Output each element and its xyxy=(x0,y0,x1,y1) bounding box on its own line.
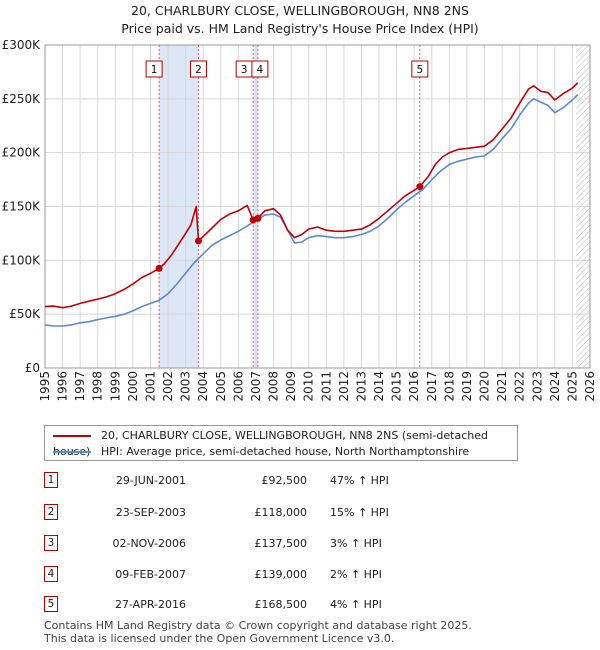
legend-swatch-hpi xyxy=(53,451,91,453)
sale-number-badge: 1 xyxy=(44,472,58,488)
sale-number-badge: 3 xyxy=(44,535,58,551)
x-tick-label: 2006 xyxy=(231,371,245,402)
x-tick-label: 2005 xyxy=(214,371,228,402)
hpi-series-line xyxy=(44,93,579,327)
x-tick-label: 2014 xyxy=(372,371,386,402)
y-tick-label: £150K xyxy=(2,200,42,214)
sale-label-text: 1 xyxy=(151,64,158,76)
y-tick-label: £50K xyxy=(9,307,41,321)
chart-subtitle: Price paid vs. HM Land Registry's House … xyxy=(121,21,479,36)
sale-hpi-change: 2% ↑ HPI xyxy=(330,568,382,581)
sale-price: £92,500 xyxy=(261,474,308,487)
sale-price: £139,000 xyxy=(254,568,308,581)
chart-legend: 20, CHARLBURY CLOSE, WELLINGBOROUGH, NN8… xyxy=(44,425,518,461)
sale-label-box xyxy=(145,60,163,78)
x-tick-label: 2008 xyxy=(267,371,281,402)
sale-price: £118,000 xyxy=(254,506,308,519)
legend-item-hpi: HPI: Average price, semi-detached house,… xyxy=(53,444,469,460)
sale-label-text: 5 xyxy=(416,64,423,76)
legend-label-hpi: HPI: Average price, semi-detached house,… xyxy=(101,445,470,458)
sale-row: 2 23-SEP-2003 £118,000 15% ↑ HPI xyxy=(44,504,444,522)
x-tick-label: 2018 xyxy=(442,371,456,402)
sale-date: 23-SEP-2003 xyxy=(115,506,186,519)
x-tick-label: 2000 xyxy=(126,371,140,402)
sale-row: 5 27-APR-2016 £168,500 4% ↑ HPI xyxy=(44,596,444,614)
y-tick-label: £300K xyxy=(2,38,42,52)
sale-price: £137,500 xyxy=(254,537,308,550)
x-tick-label: 2001 xyxy=(143,371,157,402)
sale-hpi-change: 47% ↑ HPI xyxy=(330,474,389,487)
x-tick-label: 2024 xyxy=(548,371,562,402)
x-tick-label: 2026 xyxy=(583,371,597,402)
sale-date: 02-NOV-2006 xyxy=(112,537,186,550)
x-tick-label: 1997 xyxy=(73,371,87,402)
sale-row: 3 02-NOV-2006 £137,500 3% ↑ HPI xyxy=(44,535,444,553)
sale-row: 4 09-FEB-2007 £139,000 2% ↑ HPI xyxy=(44,566,444,584)
sale-label-box xyxy=(251,60,269,78)
sale-number-badge: 2 xyxy=(44,504,58,520)
sale-date: 09-FEB-2007 xyxy=(115,568,186,581)
y-tick-label: £0 xyxy=(25,361,40,375)
sale-point xyxy=(194,237,202,245)
x-tick-label: 2007 xyxy=(249,371,263,402)
x-tick-label: 2016 xyxy=(407,371,421,402)
attribution-line-1: Contains HM Land Registry data © Crown c… xyxy=(44,619,472,632)
x-tick-label: 2002 xyxy=(161,371,175,402)
x-tick-label: 2010 xyxy=(302,371,316,402)
legend-item-property: 20, CHARLBURY CLOSE, WELLINGBOROUGH, NN8… xyxy=(53,428,517,458)
x-tick-label: 2012 xyxy=(337,371,351,402)
sale-point xyxy=(254,214,262,222)
property-series-line xyxy=(44,82,579,309)
x-tick-label: 2015 xyxy=(390,371,404,402)
x-tick-label: 1995 xyxy=(38,371,52,402)
sale-row: 1 29-JUN-2001 £92,500 47% ↑ HPI xyxy=(44,472,444,490)
plot-frame xyxy=(44,44,591,369)
x-tick-label: 2013 xyxy=(354,371,368,402)
attribution-footer: Contains HM Land Registry data © Crown c… xyxy=(44,619,472,645)
chart-title-block: 20, CHARLBURY CLOSE, WELLINGBOROUGH, NN8… xyxy=(0,2,600,38)
x-tick-label: 2021 xyxy=(495,371,509,402)
x-tick-label: 2019 xyxy=(460,371,474,402)
sale-label-box xyxy=(411,60,429,78)
sale-date: 27-APR-2016 xyxy=(114,598,186,611)
y-tick-label: £250K xyxy=(2,92,42,106)
sale-hpi-change: 4% ↑ HPI xyxy=(330,598,382,611)
x-tick-label: 2009 xyxy=(284,371,298,402)
chart-title: 20, CHARLBURY CLOSE, WELLINGBOROUGH, NN8… xyxy=(131,3,469,18)
x-tick-label: 2025 xyxy=(565,371,579,402)
x-tick-label: 1996 xyxy=(56,371,70,402)
sale-number-badge: 5 xyxy=(44,596,58,612)
x-tick-label: 2011 xyxy=(319,371,333,402)
x-tick-label: 2020 xyxy=(478,371,492,402)
price-chart: 1 2 3 4 5 £0 £50K £100K £150K £200K £250K £300K 1995… xyxy=(2,38,597,402)
sale-date: 29-JUN-2001 xyxy=(115,474,186,487)
x-tick-label: 1998 xyxy=(91,371,105,402)
x-tick-label: 2017 xyxy=(425,371,439,402)
sale-point xyxy=(155,264,163,272)
sale-label-text: 4 xyxy=(257,64,264,76)
y-tick-label: £200K xyxy=(2,146,42,160)
sale-price: £168,500 xyxy=(254,598,308,611)
legend-swatch-property xyxy=(53,435,91,437)
sale-label-text: 3 xyxy=(241,64,248,76)
x-tick-label: 2003 xyxy=(179,371,193,402)
attribution-line-2: This data is licensed under the Open Gov… xyxy=(44,632,395,645)
sale-hpi-change: 3% ↑ HPI xyxy=(330,537,382,550)
sale-number-badge: 4 xyxy=(44,566,58,582)
x-tick-label: 1999 xyxy=(108,371,122,402)
sale-label-box xyxy=(189,60,207,78)
x-tick-label: 2004 xyxy=(196,371,210,402)
sale-hpi-change: 15% ↑ HPI xyxy=(330,506,389,519)
sale-label-text: 2 xyxy=(195,64,202,76)
y-tick-label: £100K xyxy=(2,253,42,267)
x-tick-label: 2022 xyxy=(513,371,527,402)
x-tick-label: 2023 xyxy=(530,371,544,402)
sale-point xyxy=(416,183,424,191)
